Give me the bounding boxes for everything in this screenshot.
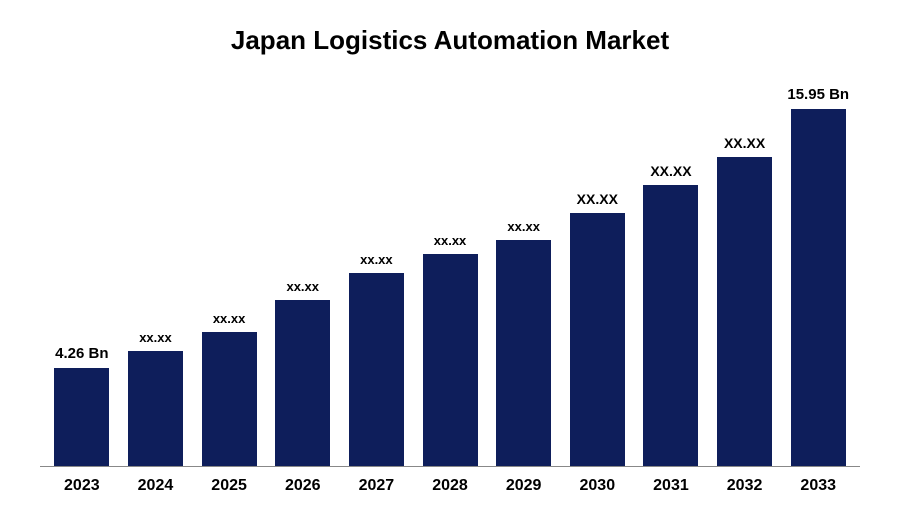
x-axis-label: 2023 — [45, 477, 119, 495]
bar-group: XX.XX — [560, 86, 634, 466]
bar-value-label: xx.xx — [507, 219, 540, 234]
bar-value-label: XX.XX — [724, 135, 765, 151]
bar-value-label: 4.26 Bn — [55, 345, 108, 362]
bar-group: xx.xx — [119, 86, 193, 466]
bar-group: 15.95 Bn — [781, 86, 855, 466]
chart-area: 4.26 Bn xx.xx xx.xx xx.xx xx.xx xx.xx xx.xx XX.… — [40, 86, 860, 467]
x-axis-label: 2029 — [487, 477, 561, 495]
bar-value-label: xx.xx — [360, 252, 393, 267]
bar-group: xx.xx — [487, 86, 561, 466]
bar-value-label: XX.XX — [577, 191, 618, 207]
bar — [496, 240, 551, 466]
bar — [275, 300, 330, 466]
bar-value-label: xx.xx — [286, 279, 319, 294]
x-axis-label: 2026 — [266, 477, 340, 495]
x-axis-label: 2033 — [781, 477, 855, 495]
bar-value-label: XX.XX — [650, 163, 691, 179]
chart-container: Japan Logistics Automation Market 4.26 B… — [0, 0, 900, 525]
chart-title: Japan Logistics Automation Market — [40, 25, 860, 56]
x-axis-label: 2032 — [708, 477, 782, 495]
bar — [349, 273, 404, 466]
bars-wrapper: 4.26 Bn xx.xx xx.xx xx.xx xx.xx xx.xx xx.xx XX.… — [40, 86, 860, 466]
x-axis-label: 2028 — [413, 477, 487, 495]
bar-group: xx.xx — [192, 86, 266, 466]
bar — [717, 157, 772, 466]
bar-value-label: xx.xx — [434, 233, 467, 248]
x-axis-label: 2030 — [560, 477, 634, 495]
x-axis: 2023202420252026202720282029203020312032… — [40, 467, 860, 495]
bar-value-label: 15.95 Bn — [787, 86, 849, 103]
bar-group: xx.xx — [340, 86, 414, 466]
bar — [643, 185, 698, 466]
bar — [202, 332, 257, 466]
x-axis-label: 2024 — [119, 477, 193, 495]
bar-group: 4.26 Bn — [45, 86, 119, 466]
x-axis-label: 2031 — [634, 477, 708, 495]
x-axis-label: 2027 — [340, 477, 414, 495]
bar — [423, 254, 478, 466]
bar — [128, 351, 183, 466]
bar-group: XX.XX — [708, 86, 782, 466]
bar — [570, 213, 625, 466]
bar — [54, 368, 109, 466]
bar-value-label: xx.xx — [139, 330, 172, 345]
bar — [791, 109, 846, 466]
bar-group: xx.xx — [413, 86, 487, 466]
bar-group: xx.xx — [266, 86, 340, 466]
bar-value-label: xx.xx — [213, 311, 246, 326]
bar-group: XX.XX — [634, 86, 708, 466]
x-axis-label: 2025 — [192, 477, 266, 495]
